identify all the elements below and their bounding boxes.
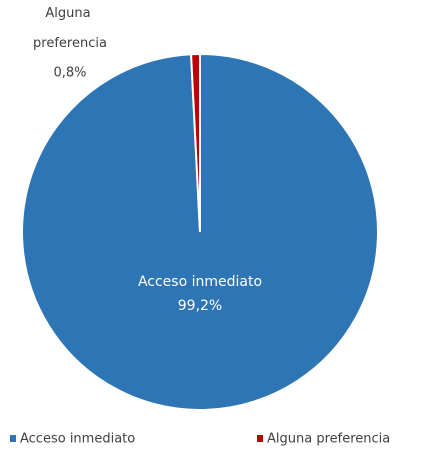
- legend-swatch: [257, 435, 263, 442]
- slice-category-label: Alguna preferencia: [33, 6, 107, 51]
- legend-swatch: [10, 435, 16, 442]
- slice-value-label: 99,2%: [178, 298, 222, 314]
- slice-value-label: 0,8%: [53, 66, 86, 81]
- pie-slice: [190, 52, 201, 233]
- legend-label: Alguna preferencia: [267, 432, 390, 447]
- legend-label: Acceso inmediato: [20, 432, 135, 447]
- slice-category-label: Acceso inmediato: [138, 274, 262, 290]
